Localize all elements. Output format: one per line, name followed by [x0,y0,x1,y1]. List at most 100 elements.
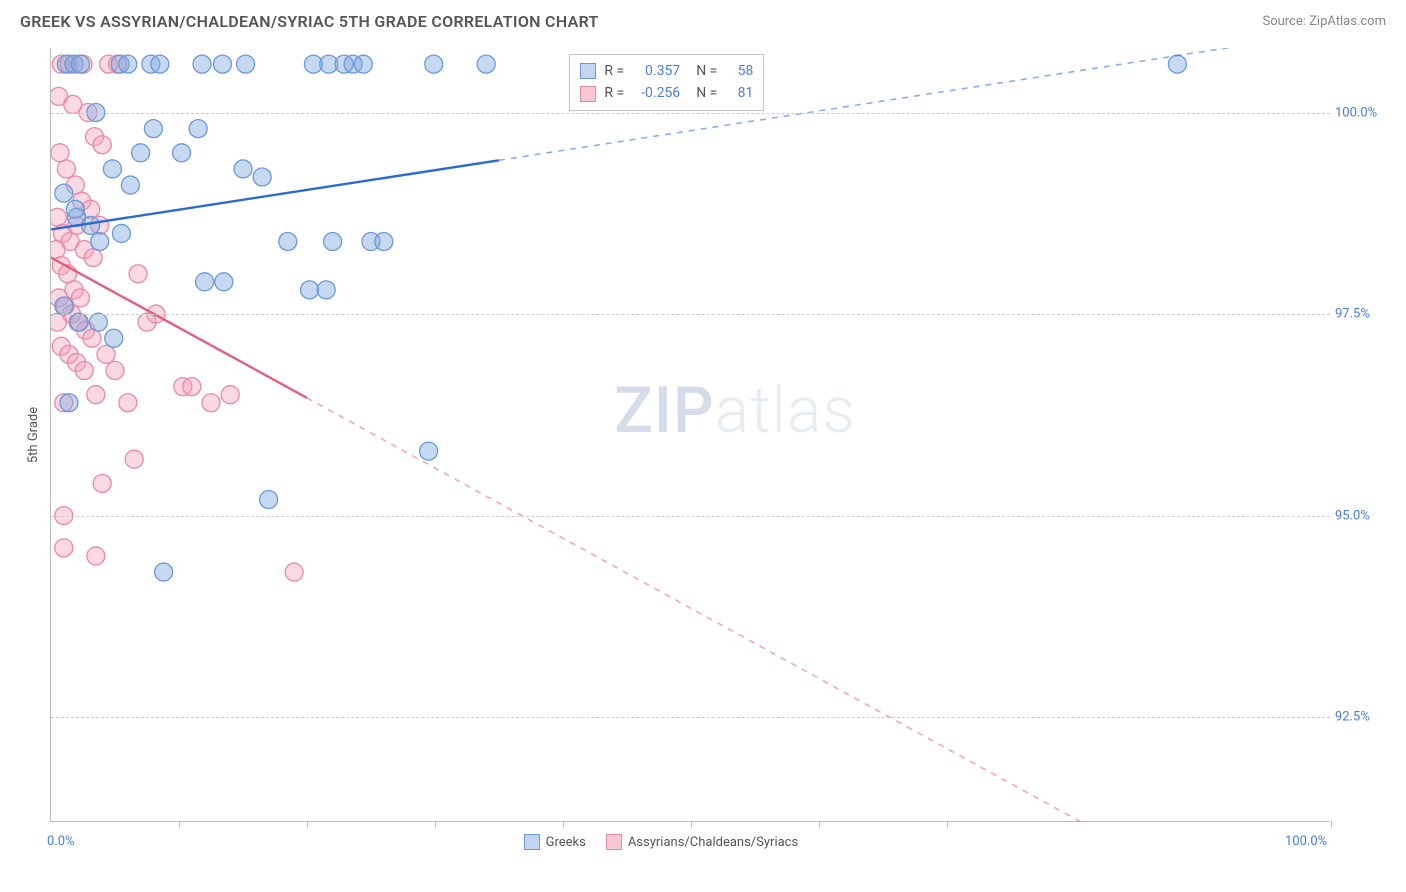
data-point [56,297,74,315]
stats-n-label: N = [696,60,717,82]
data-point [375,233,393,251]
data-point [51,313,66,331]
data-point [77,321,95,339]
data-point [66,176,84,194]
data-point [69,313,87,331]
data-point [51,289,68,307]
stats-n-value: 81 [725,82,753,104]
legend-swatch [524,834,540,850]
data-point [111,55,129,73]
data-point [260,491,278,509]
data-point [73,192,91,210]
y-tick-label: 92.5% [1335,710,1390,725]
stats-n-value: 58 [725,60,753,82]
data-point [87,547,105,565]
data-point [253,168,271,186]
data-point [132,144,150,162]
data-point [52,257,70,275]
data-point [119,55,137,73]
data-point [105,329,123,347]
data-point [51,87,68,105]
legend-item: Greeks [524,834,586,850]
trend-line-dashed [307,398,1331,822]
data-point [97,345,115,363]
data-point [354,55,372,73]
data-point [60,55,78,73]
data-point [52,55,70,73]
data-point [1168,55,1186,73]
data-point [91,216,109,234]
data-point [221,386,239,404]
data-point [214,55,232,73]
data-point [71,289,89,307]
data-point [93,474,111,492]
data-point [57,160,75,178]
data-point [55,297,73,315]
data-point [112,224,130,242]
data-point [301,281,319,299]
points-layer [51,48,1331,822]
data-point [87,386,105,404]
stats-n-label: N = [696,82,717,104]
data-point [320,55,338,73]
data-point [324,233,342,251]
data-point [142,55,160,73]
legend-bottom: Greeks Assyrians/Chaldeans/Syriacs [524,834,799,850]
gridline [51,516,1330,517]
stats-row: R =0.357N =58 [580,60,753,82]
data-point [70,313,88,331]
data-point [362,233,380,251]
data-point [57,55,75,73]
gridline [51,314,1330,315]
gridline [51,717,1330,718]
x-tick [819,821,820,827]
legend-label: Greeks [546,835,586,850]
x-tick [307,821,308,827]
data-point [344,55,362,73]
data-point [106,362,124,380]
chart-title: GREEK VS ASSYRIAN/CHALDEAN/SYRIAC 5TH GR… [20,12,599,31]
data-point [71,55,89,73]
data-point [237,55,255,73]
stats-row: R =-0.256N =81 [580,82,753,104]
data-point [60,345,78,363]
data-point [65,55,83,73]
data-point [285,563,303,581]
data-point [60,394,78,412]
data-point [74,55,92,73]
data-point [55,394,73,412]
stats-r-value: 0.357 [632,60,680,82]
data-point [215,273,233,291]
x-tick [435,821,436,827]
title-bar: GREEK VS ASSYRIAN/CHALDEAN/SYRIAC 5TH GR… [0,0,1406,39]
data-point [317,281,335,299]
data-point [68,353,86,371]
data-point [91,233,109,251]
data-point [52,337,70,355]
data-point [173,144,191,162]
stats-swatch [580,63,596,79]
data-point [109,55,127,73]
data-point [83,329,101,347]
data-point [155,563,173,581]
watermark: ZIPatlas [614,373,856,448]
correlation-stats-box: R =0.357N =58R =-0.256N =81 [569,54,764,111]
x-tick [563,821,564,827]
legend-label: Assyrians/Chaldeans/Syriacs [628,835,798,850]
data-point [55,184,73,202]
y-tick-label: 97.5% [1335,307,1390,322]
data-point [125,450,143,468]
data-point [121,176,139,194]
y-tick-label: 100.0% [1335,105,1390,120]
data-point [82,216,100,234]
y-axis-title: 5th Grade [26,407,41,463]
data-point [193,55,211,73]
data-point [304,55,322,73]
source-label: Source: ZipAtlas.com [1262,14,1386,29]
y-tick-label: 95.0% [1335,508,1390,523]
trend-line-solid [51,160,499,229]
data-point [51,241,65,259]
data-point [335,55,353,73]
data-point [174,378,192,396]
data-point [151,55,169,73]
